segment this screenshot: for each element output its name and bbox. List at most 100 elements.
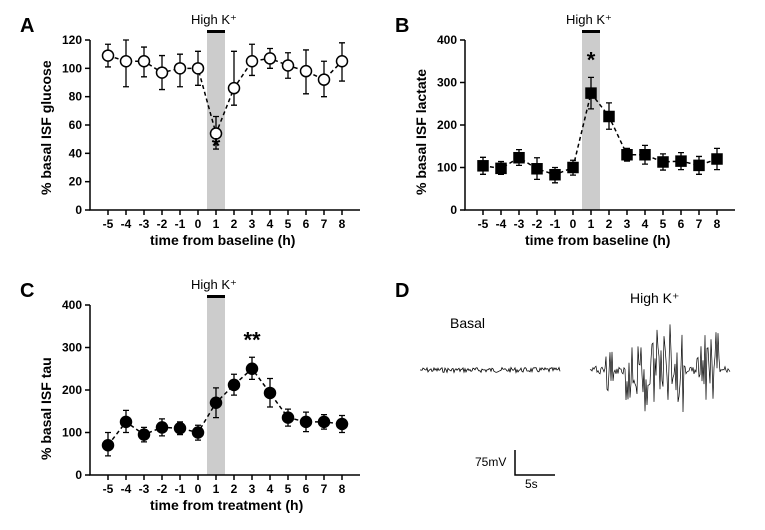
ytick-label: 100 [62, 426, 82, 440]
trace-svg [395, 275, 745, 515]
panel-D: DBasalHigh K⁺75mV5s [395, 275, 745, 515]
xtick-label: -3 [139, 217, 150, 231]
xtick-label: -2 [532, 217, 543, 231]
ytick-label: 40 [69, 146, 83, 160]
data-marker [139, 429, 150, 440]
panel-B: B0100200300400-5-4-3-2-1012345678*High K… [395, 10, 745, 250]
data-marker [283, 412, 294, 423]
significance-mark: * [212, 133, 221, 158]
xtick-label: -1 [175, 482, 186, 496]
xtick-label: -1 [550, 217, 561, 231]
xtick-label: 8 [339, 217, 346, 231]
xtick-label: -1 [175, 217, 186, 231]
xtick-label: 8 [339, 482, 346, 496]
ytick-label: 120 [62, 33, 82, 47]
high-k-label: High K⁺ [191, 277, 237, 293]
data-marker [319, 416, 330, 427]
xtick-label: -5 [103, 217, 114, 231]
data-marker [604, 112, 614, 122]
data-marker [301, 66, 312, 77]
data-marker [514, 153, 524, 163]
xtick-label: 5 [285, 482, 292, 496]
panel-C: C0100200300400-5-4-3-2-1012345678**High … [20, 275, 370, 515]
data-marker [265, 53, 276, 64]
data-marker [496, 163, 506, 173]
high-k-bar [582, 30, 600, 33]
xtick-label: 7 [696, 217, 703, 231]
data-marker [157, 422, 168, 433]
highk-trace-label: High K⁺ [630, 290, 679, 307]
data-marker [319, 74, 330, 85]
ytick-label: 0 [75, 203, 82, 217]
ytick-label: 0 [450, 203, 457, 217]
data-marker [640, 150, 650, 160]
ytick-label: 80 [69, 90, 83, 104]
xtick-label: 4 [267, 482, 274, 496]
xtick-label: -5 [103, 482, 114, 496]
error-bar [231, 51, 237, 105]
significance-mark: * [587, 48, 596, 73]
data-marker [229, 83, 240, 94]
xtick-label: 3 [249, 482, 256, 496]
data-marker [103, 50, 114, 61]
xtick-label: 6 [303, 217, 310, 231]
data-marker [193, 63, 204, 74]
data-marker [337, 56, 348, 67]
xtick-label: -2 [157, 482, 168, 496]
xlabel: time from baseline (h) [150, 232, 295, 248]
xtick-label: 4 [642, 217, 649, 231]
data-marker [478, 161, 488, 171]
xlabel: time from baseline (h) [525, 232, 670, 248]
significance-mark: ** [243, 328, 261, 353]
xtick-label: -4 [496, 217, 507, 231]
xtick-label: 6 [303, 482, 310, 496]
chart-B: 0100200300400-5-4-3-2-1012345678* [395, 10, 745, 250]
data-marker [211, 397, 222, 408]
panel-label-D: D [395, 280, 409, 303]
ylabel: % basal ISF lactate [413, 69, 429, 195]
ytick-label: 200 [437, 118, 457, 132]
data-marker [568, 163, 578, 173]
ytick-label: 400 [62, 298, 82, 312]
xtick-label: 8 [714, 217, 721, 231]
ytick-label: 200 [62, 383, 82, 397]
data-marker [175, 63, 186, 74]
xtick-label: 2 [231, 217, 238, 231]
data-marker [676, 156, 686, 166]
xtick-label: -4 [121, 217, 132, 231]
scale-t-label: 5s [525, 477, 538, 491]
xtick-label: 2 [606, 217, 613, 231]
data-marker [265, 387, 276, 398]
xtick-label: 5 [285, 217, 292, 231]
data-marker [586, 88, 596, 98]
high-k-label: High K⁺ [191, 12, 237, 28]
data-marker [193, 427, 204, 438]
scale-v-label: 75mV [475, 455, 506, 469]
xtick-label: 0 [570, 217, 577, 231]
data-marker [103, 440, 114, 451]
data-marker [712, 154, 722, 164]
data-marker [532, 164, 542, 174]
xtick-label: 7 [321, 482, 328, 496]
data-marker [283, 60, 294, 71]
data-marker [337, 419, 348, 430]
xtick-label: -3 [139, 482, 150, 496]
ytick-label: 20 [69, 175, 83, 189]
high-k-label: High K⁺ [566, 12, 612, 28]
xtick-label: 6 [678, 217, 685, 231]
data-marker [175, 423, 186, 434]
xtick-label: 0 [195, 217, 202, 231]
ylabel: % basal ISF glucose [38, 60, 54, 195]
chart-C: 0100200300400-5-4-3-2-1012345678** [20, 275, 370, 515]
xtick-label: 3 [624, 217, 631, 231]
ytick-label: 400 [437, 33, 457, 47]
xtick-label: -2 [157, 217, 168, 231]
ytick-label: 60 [69, 118, 83, 132]
xtick-label: 0 [195, 482, 202, 496]
data-marker [229, 379, 240, 390]
ytick-label: 0 [75, 468, 82, 482]
basal-trace [420, 368, 560, 373]
data-marker [301, 416, 312, 427]
panel-label-C: C [20, 280, 34, 303]
data-marker [550, 170, 560, 180]
